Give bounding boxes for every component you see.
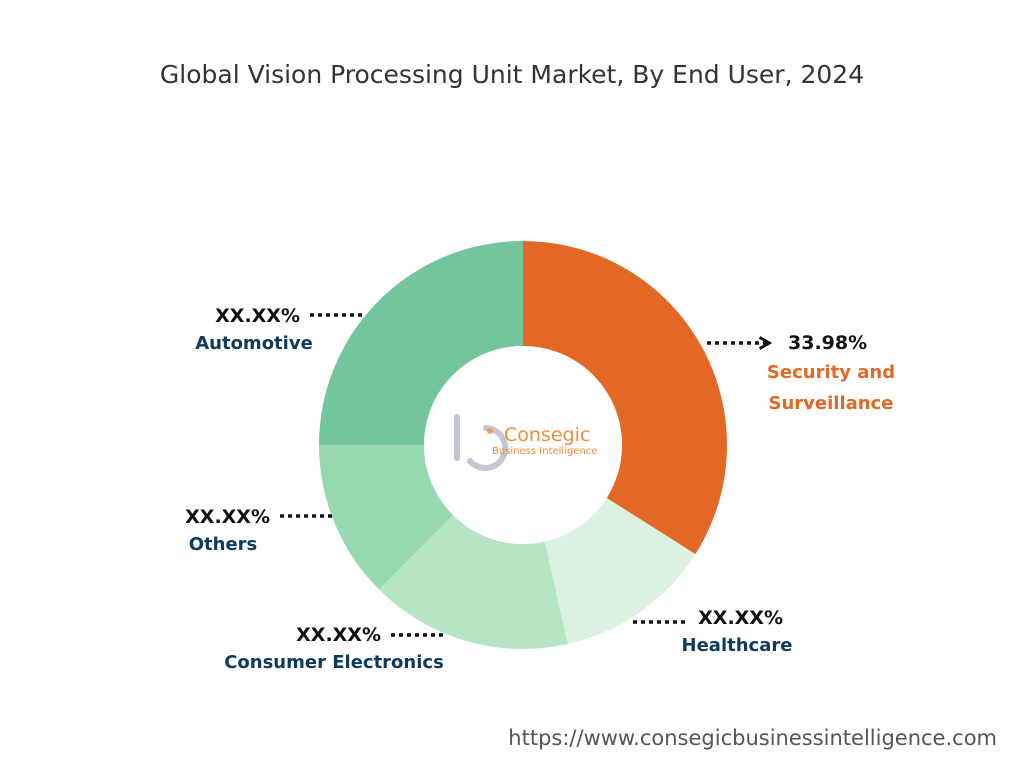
donut-slices	[319, 241, 728, 650]
category-label-automotive: Automotive	[195, 333, 313, 354]
slice-automotive[interactable]	[319, 241, 523, 446]
logo-mark-icon	[454, 414, 509, 471]
category-label-healthcare: Healthcare	[682, 635, 793, 656]
value-label-healthcare: XX.XX%	[698, 607, 783, 629]
logo-tagline: Business Intelligence	[492, 446, 597, 457]
chart-title: Global Vision Processing Unit Market, By…	[160, 60, 864, 89]
slice-healthcare[interactable]	[544, 497, 696, 645]
consegic-logo: Consegic Business Intelligence	[454, 414, 597, 471]
value-label-consumer-electronics: XX.XX%	[296, 624, 381, 646]
logo-name: Consegic	[504, 424, 590, 446]
category-label-consumer-electronics: Consumer Electronics	[224, 652, 444, 673]
category-label-security-and-surveillance: Security and Surveillance	[767, 362, 895, 414]
slice-consumer-electronics[interactable]	[378, 515, 568, 650]
category-label-others: Others	[189, 534, 258, 555]
source-url[interactable]: https://www.consegicbusinessintelligence…	[508, 726, 997, 750]
slice-others[interactable]	[319, 445, 454, 590]
value-label-automotive: XX.XX%	[215, 305, 300, 327]
value-label-others: XX.XX%	[185, 506, 270, 528]
slice-labels: 33.98% Security and Surveillance XX.XX% Heal…	[185, 305, 895, 673]
value-label-security-and-surveillance: 33.98%	[788, 332, 867, 354]
donut-hole	[424, 346, 622, 544]
slice-security-and-surveillance[interactable]	[523, 241, 728, 555]
